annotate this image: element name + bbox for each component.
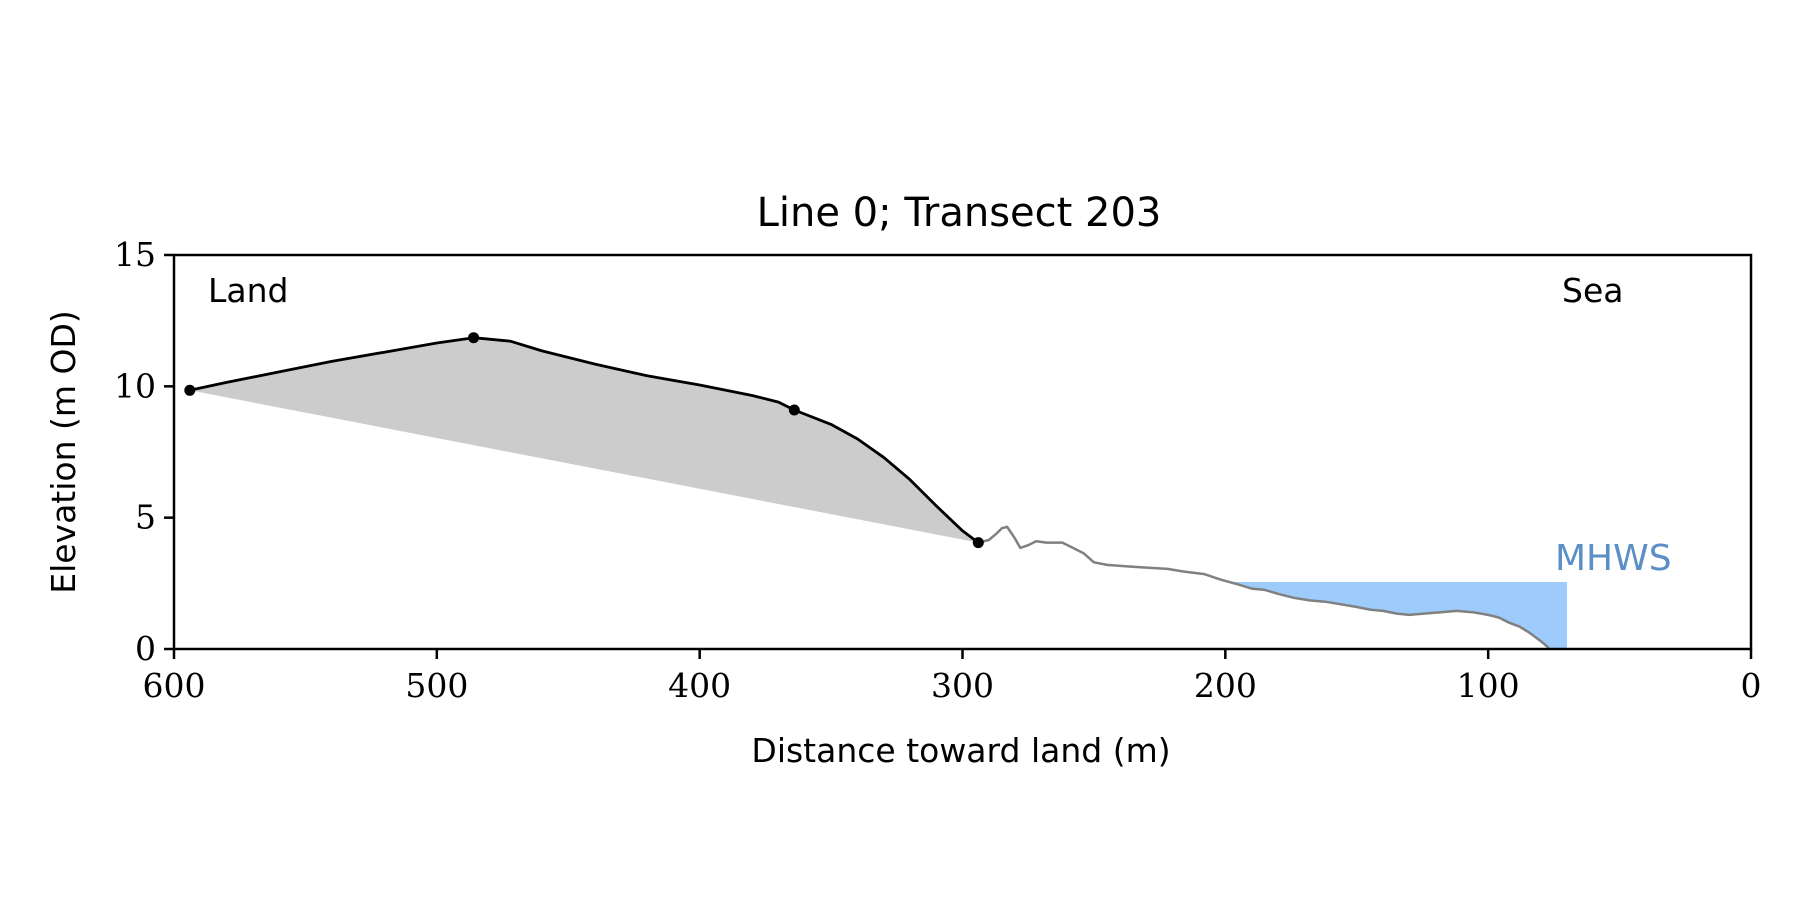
dune-profile-line [189,336,980,544]
profile-key-point [468,332,480,344]
x-tick-label: 0 [1741,666,1762,705]
dune-volume-fill [189,337,979,543]
y-tick-label: 10 [114,366,156,405]
x-axis-label: Distance toward land (m) [751,731,1170,770]
profile-key-point [972,537,984,549]
chart-title: Line 0; Transect 203 [757,190,1162,236]
plot-area [184,332,1567,649]
ground-profile-line [977,525,1550,649]
profile-key-point [788,404,800,416]
land-label: Land [208,271,288,310]
y-tick-label: 15 [114,235,156,274]
x-axis: 600 500 400 300 200 100 0 [143,649,1762,705]
x-tick-label: 500 [405,666,468,705]
profile-key-point [184,384,196,396]
x-tick-label: 600 [143,666,206,705]
x-tick-label: 100 [1457,666,1520,705]
x-tick-label: 300 [931,666,994,705]
mhws-label: MHWS [1555,538,1672,579]
y-axis-label: Elevation (m OD) [44,310,83,594]
y-tick-label: 0 [135,629,156,668]
x-tick-label: 200 [1194,666,1257,705]
sea-label: Sea [1562,271,1623,310]
y-axis: 0 5 10 15 [114,235,174,668]
mhws-water-fill [1225,582,1567,649]
x-tick-label: 400 [668,666,731,705]
y-tick-label: 5 [135,498,156,537]
